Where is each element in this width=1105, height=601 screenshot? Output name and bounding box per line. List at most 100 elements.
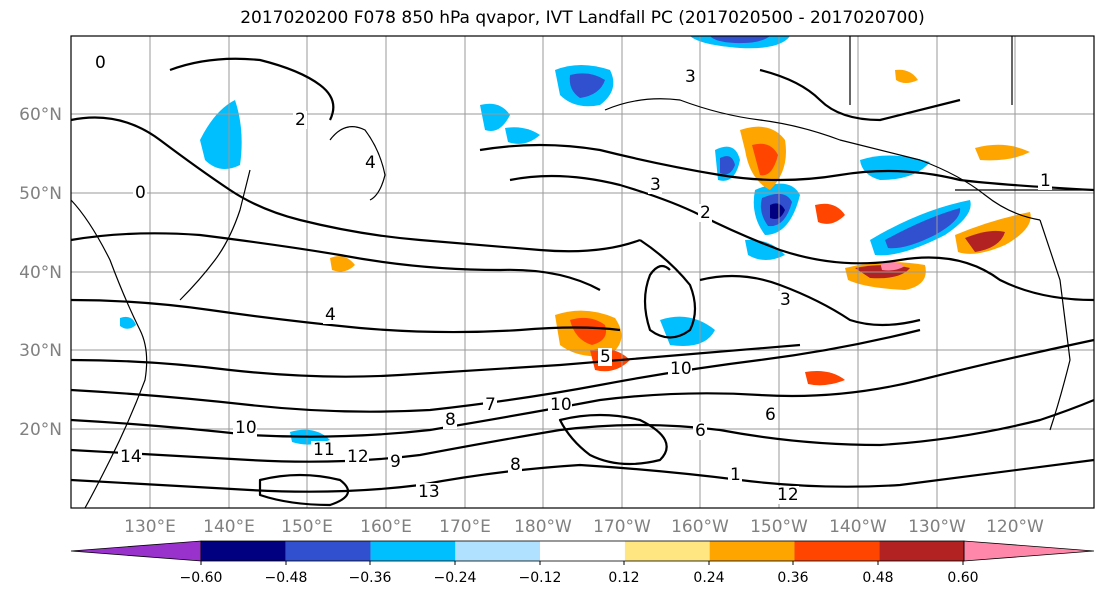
colorbar-tick-label: −0.60 xyxy=(180,570,223,586)
contour-label: 2 xyxy=(700,203,711,223)
longitude-labels: 130°E 140°E 150°E 160°E 170°E 180°W 170°W 160°W… xyxy=(124,517,1044,537)
contour-label-background xyxy=(1038,172,1052,190)
negative-anomaly-patch xyxy=(860,155,930,180)
japan-coastline xyxy=(179,169,251,301)
colorbar xyxy=(70,540,1095,562)
contour-label: 3 xyxy=(685,67,696,87)
contour-line xyxy=(558,413,668,466)
latitude-label: 40°N xyxy=(19,263,62,283)
colorbar-outline xyxy=(200,540,965,562)
colorbar-segment xyxy=(370,541,456,561)
alaska-coastline xyxy=(604,98,1041,221)
contour-label: 8 xyxy=(445,410,456,430)
contour-line xyxy=(509,174,1095,302)
contour-line xyxy=(70,398,1095,463)
political-borders xyxy=(849,36,1094,191)
negative-anomaly-patch xyxy=(770,203,785,219)
colorbar-segment xyxy=(624,541,710,561)
contour-label-background xyxy=(93,54,107,72)
colorbar-segment xyxy=(201,541,286,561)
negative-anomaly-patch xyxy=(200,100,242,169)
contour-label: 8 xyxy=(510,455,521,475)
contour-label: 0 xyxy=(135,183,146,203)
positive-anomaly-patch xyxy=(752,143,778,176)
contour-label: 4 xyxy=(365,153,376,173)
positive-anomaly-patch xyxy=(570,317,607,345)
contour-label-background xyxy=(775,486,799,504)
contour-label-background xyxy=(363,154,377,172)
colorbar-tick-label: −0.36 xyxy=(349,570,392,586)
contour-line xyxy=(70,232,601,291)
contour-label: 1 xyxy=(1040,171,1051,191)
ivt-contours xyxy=(70,57,1095,507)
longitude-label: 130°E xyxy=(124,517,176,537)
contour-label-background xyxy=(668,360,692,378)
contour-line xyxy=(759,68,961,122)
colorbar-tick-label: −0.12 xyxy=(519,570,562,586)
colorbar-tick-label: 0.12 xyxy=(608,570,639,586)
colorbar-segment xyxy=(794,541,880,561)
colorbar-segment xyxy=(455,541,541,561)
colorbar-tick-label: 0.60 xyxy=(947,570,978,586)
positive-anomaly-patch xyxy=(975,144,1030,161)
latitude-label: 50°N xyxy=(19,184,62,204)
colorbar-tick-label: 0.24 xyxy=(693,570,724,586)
contour-line xyxy=(479,143,1095,192)
contour-label: 6 xyxy=(765,405,776,425)
colorbar-tick-labels: −0.60 −0.48 −0.36 −0.24 −0.12 0.12 0.24 0.36 0.4… xyxy=(180,561,979,586)
contour-label-background xyxy=(323,306,337,324)
contour-label: 12 xyxy=(347,447,369,467)
contour-label: 11 xyxy=(313,440,335,460)
contour-line xyxy=(258,473,350,507)
contour-label-background xyxy=(548,396,572,414)
asia-coastline xyxy=(70,199,148,509)
contour-label-background xyxy=(763,406,777,424)
latitude-label: 60°N xyxy=(19,105,62,125)
negative-anomaly-patch xyxy=(885,208,961,249)
contour-line xyxy=(70,343,801,378)
longitude-label: 160°E xyxy=(360,517,412,537)
negative-anomaly-patch xyxy=(120,316,136,329)
contour-label-background xyxy=(345,448,369,466)
longitude-label: 120°W xyxy=(986,517,1044,537)
contour-label: 1 xyxy=(730,465,741,485)
colorbar-segment xyxy=(285,541,371,561)
contour-line xyxy=(169,57,335,121)
anomaly-shading xyxy=(120,36,1031,445)
colorbar-extend-max xyxy=(963,540,1095,562)
kamchatka-coastline xyxy=(329,126,386,201)
positive-anomaly-patch xyxy=(965,230,1005,252)
coastlines xyxy=(70,36,1094,509)
contour-label-background xyxy=(728,466,742,484)
colorbar-segment xyxy=(709,541,795,561)
colorbar-tick-label: 0.36 xyxy=(777,570,808,586)
negative-anomaly-patch xyxy=(745,239,785,260)
contour-label-background xyxy=(508,456,522,474)
contour-label: 14 xyxy=(120,447,142,467)
contour-label-background xyxy=(233,419,257,437)
contour-label-background xyxy=(133,184,147,202)
colorbar-segment xyxy=(540,541,625,561)
contour-line xyxy=(70,116,641,253)
map-title: 2017020200 F078 850 hPa qvapor, IVT Land… xyxy=(240,8,925,28)
negative-anomaly-patch xyxy=(569,73,605,98)
contour-label-background xyxy=(598,348,612,366)
contour-label: 3 xyxy=(650,175,661,195)
colorbar-tick-label: −0.24 xyxy=(434,570,477,586)
contour-line xyxy=(699,274,921,327)
contour-line xyxy=(639,239,697,339)
longitude-label: 140°E xyxy=(203,517,255,537)
contour-label: 4 xyxy=(325,305,336,325)
contour-label-background xyxy=(693,422,707,440)
colorbar-tick-label: −0.48 xyxy=(265,570,308,586)
longitude-label: 180°W xyxy=(514,517,572,537)
positive-anomaly-patch xyxy=(330,256,355,272)
contour-label: 7 xyxy=(485,395,496,415)
contour-label-background xyxy=(443,411,457,429)
negative-anomaly-patch xyxy=(505,127,540,144)
contour-label: 12 xyxy=(777,485,799,505)
contour-label-background xyxy=(778,291,792,309)
negative-anomaly-patch xyxy=(720,156,735,175)
